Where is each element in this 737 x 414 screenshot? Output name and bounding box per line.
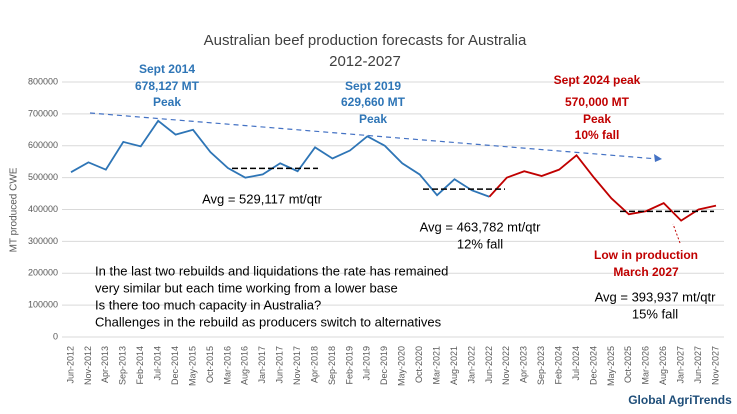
y-tick-label: 200000	[28, 268, 58, 278]
annotation: Sept 2019	[345, 79, 401, 93]
x-tick-label: Jul-2014	[153, 346, 163, 381]
annotation: Avg = 393,937 mt/qtr	[595, 289, 716, 304]
y-tick-label: 300000	[28, 236, 58, 246]
note: Challenges in the rebuild as producers s…	[95, 314, 442, 329]
annotation: 570,000 MT	[565, 95, 630, 109]
annotation: Sept 2024 peak	[554, 73, 641, 87]
x-tick-label: Dec-2024	[588, 346, 598, 385]
x-tick-label: Jun-2027	[693, 346, 703, 384]
y-tick-label: 100000	[28, 300, 58, 310]
annotation: Sept 2014	[139, 62, 195, 76]
annotation: Avg = 463,782 mt/qtr	[420, 219, 541, 234]
x-tick-label: Jun-2017	[275, 346, 285, 384]
x-tick-label: Aug-2021	[449, 346, 459, 385]
y-tick-label: 500000	[28, 172, 58, 182]
annotation: Peak	[359, 112, 387, 126]
chart-subtitle: 2012-2027	[329, 53, 401, 70]
note: Is there too much capacity in Australia?	[95, 297, 321, 312]
x-tick-label: Apr-2013	[100, 346, 110, 383]
annotation: Avg = 529,117 mt/qtr	[202, 191, 323, 206]
x-tick-label: Jan-2017	[257, 346, 267, 384]
note: In the last two rebuilds and liquidation…	[95, 263, 448, 278]
x-tick-label: Nov-2022	[501, 346, 511, 385]
x-tick-label: Nov-2017	[292, 346, 302, 385]
x-tick-label: Feb-2024	[553, 346, 563, 385]
x-tick-label: Jan-2027	[676, 346, 686, 384]
x-tick-label: Jun-2012	[65, 346, 75, 384]
x-tick-label: Apr-2023	[519, 346, 529, 383]
annotation: 15% fall	[632, 306, 678, 321]
annotation: March 2027	[613, 265, 679, 279]
x-tick-label: Aug-2016	[240, 346, 250, 385]
x-tick-label: Oct-2025	[623, 346, 633, 383]
low-pointer	[672, 223, 681, 244]
y-tick-label: 700000	[28, 108, 58, 118]
logo: Global AgriTrends	[628, 393, 732, 407]
trend-line	[89, 112, 659, 160]
annotation: 629,660 MT	[341, 95, 406, 109]
y-tick-label: 0	[53, 331, 58, 341]
annotation: 10% fall	[575, 128, 620, 142]
x-tick-label: Jan-2022	[466, 346, 476, 384]
series-line	[488, 154, 717, 222]
x-tick-label: Sep-2023	[536, 346, 546, 385]
x-tick-label: Mar-2016	[222, 346, 232, 385]
x-tick-label: Nov-2012	[83, 346, 93, 385]
y-axis-label: MT produced CWE	[9, 167, 20, 252]
series-line	[70, 119, 490, 198]
chart-title: Australian beef production forecasts for…	[204, 32, 527, 49]
y-tick-label: 400000	[28, 204, 58, 214]
x-tick-label: Mar-2021	[431, 346, 441, 385]
x-tick-label: Mar-2026	[641, 346, 651, 385]
trend-arrowhead	[654, 154, 662, 162]
annotation: 678,127 MT	[135, 79, 200, 93]
x-tick-label: Apr-2018	[309, 346, 319, 383]
x-tick-label: Oct-2020	[414, 346, 424, 383]
x-tick-label: Dec-2014	[170, 346, 180, 385]
x-tick-label: Feb-2019	[344, 346, 354, 385]
x-tick-label: Jun-2022	[484, 346, 494, 384]
y-tick-label: 800000	[28, 76, 58, 86]
x-tick-label: Dec-2019	[379, 346, 389, 385]
annotation: Low in production	[594, 248, 698, 262]
note: very similar but each time working from …	[95, 280, 398, 295]
x-tick-label: Nov-2027	[710, 346, 720, 385]
x-tick-label: Sep-2013	[118, 346, 128, 385]
x-tick-label: May-2025	[606, 346, 616, 386]
y-tick-label: 600000	[28, 140, 58, 150]
x-tick-label: May-2015	[187, 346, 197, 386]
x-tick-label: Feb-2014	[135, 346, 145, 385]
x-tick-label: Jul-2024	[571, 346, 581, 381]
annotation: Peak	[583, 112, 611, 126]
x-tick-label: Oct-2015	[205, 346, 215, 383]
annotation: 12% fall	[457, 236, 503, 251]
annotation: Peak	[153, 95, 181, 109]
x-tick-label: May-2020	[397, 346, 407, 386]
x-tick-label: Jul-2019	[362, 346, 372, 381]
x-tick-label: Sep-2018	[327, 346, 337, 385]
x-tick-label: Aug-2026	[658, 346, 668, 385]
